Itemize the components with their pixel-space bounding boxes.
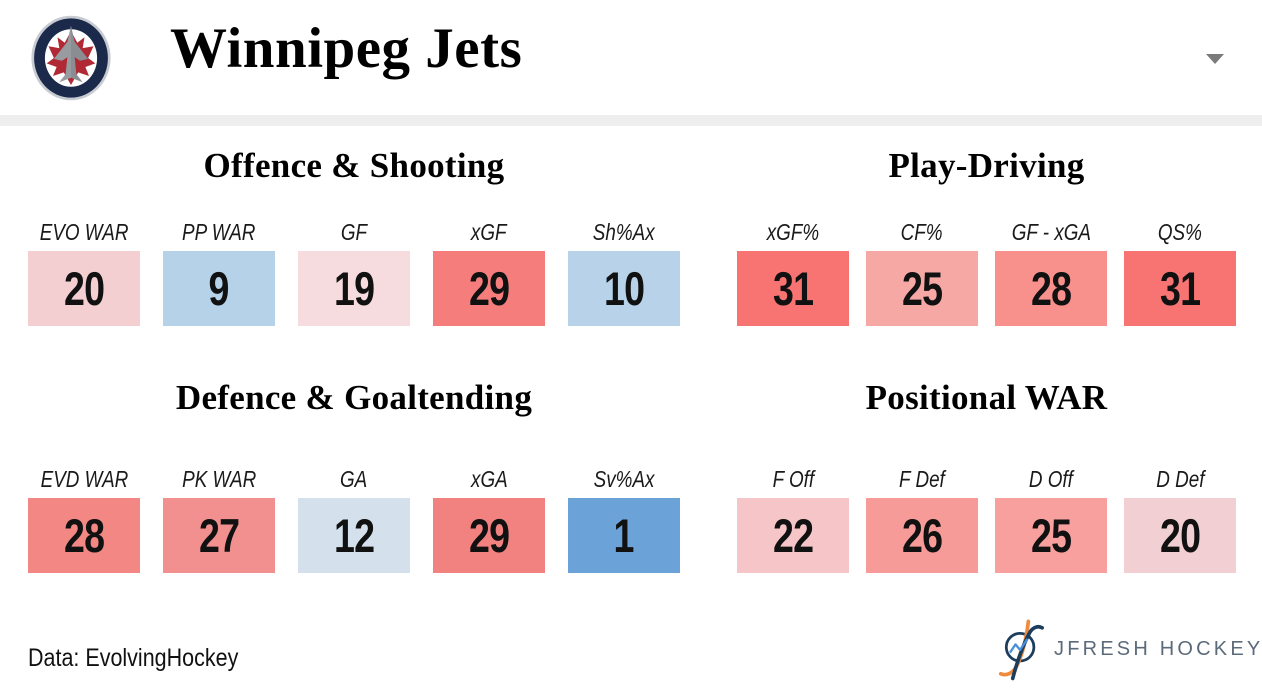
stat-cell-xgf: xGF 29 (433, 218, 545, 326)
jet-shape (53, 25, 89, 83)
stat-label: GF (340, 219, 368, 245)
stat-label: D Def (1155, 466, 1205, 492)
stat-value: 1 (613, 509, 635, 562)
data-source-credit: Data: EvolvingHockey (28, 644, 239, 672)
stats-row: EVO WAR 20 PP WAR 9 GF 19 xGF 29 Sh%Ax (28, 218, 680, 326)
stat-label: EVO WAR (39, 219, 129, 245)
stat-cell-d-def: D Def 20 (1124, 465, 1236, 573)
stat-value-box: 28 (28, 498, 140, 573)
stat-label: GF - xGA (1011, 219, 1091, 245)
stat-value: 20 (63, 262, 105, 315)
jfresh-hockey-icon (998, 619, 1044, 681)
page-title: Winnipeg Jets (170, 17, 523, 80)
section-title: Defence & Goaltending (175, 378, 533, 417)
stat-label: xGF (471, 219, 507, 245)
stat-label: F Off (772, 466, 814, 492)
stat-value: 28 (1030, 262, 1072, 315)
stat-value: 29 (468, 262, 510, 315)
stat-value: 22 (772, 509, 814, 562)
stat-label: CF% (901, 219, 943, 245)
stat-cell-qs-pct: QS% 31 (1124, 218, 1236, 326)
stat-cell-xga: xGA 29 (433, 465, 545, 573)
stat-value-box: 26 (866, 498, 978, 573)
stats-row: EVD WAR 28 PK WAR 27 GA 12 xGA 29 Sv%Ax (28, 465, 680, 573)
stat-cell-ga: GA 12 (298, 465, 410, 573)
stats-row: xGF% 31 CF% 25 GF - xGA 28 QS% 31 (737, 218, 1236, 326)
stat-value-box: 29 (433, 498, 545, 573)
stat-value: 31 (1159, 262, 1201, 315)
header: Winnipeg Jets (0, 0, 1262, 115)
chevron-down-icon[interactable] (1206, 54, 1224, 64)
section-offence-shooting: Offence & Shooting EVO WAR 20 PP WAR 9 G… (28, 140, 680, 326)
stat-value: 28 (63, 509, 105, 562)
stat-label: xGA (470, 466, 508, 492)
stat-value: 25 (1030, 509, 1072, 562)
stat-value: 25 (901, 262, 943, 315)
stat-cell-evd-war: EVD WAR 28 (28, 465, 140, 573)
stat-value-box: 31 (1124, 251, 1236, 326)
stat-cell-pp-war: PP WAR 9 (163, 218, 275, 326)
section-title: Play-Driving (888, 146, 1085, 185)
stat-value: 12 (333, 509, 375, 562)
stat-label: QS% (1157, 219, 1203, 245)
stat-value-box: 12 (298, 498, 410, 573)
stat-value: 29 (468, 509, 510, 562)
stat-label: F Def (899, 466, 945, 492)
stat-value-box: 29 (433, 251, 545, 326)
stat-value-box: 1 (568, 498, 680, 573)
stat-value-box: 22 (737, 498, 849, 573)
stat-label: PK WAR (181, 466, 257, 492)
section-play-driving: Play-Driving xGF% 31 CF% 25 GF - xGA 28 … (737, 140, 1236, 326)
stat-cell-evo-war: EVO WAR 20 (28, 218, 140, 326)
brand-logo: JFRESH HOCKEY (998, 612, 1260, 686)
stat-value: 31 (772, 262, 814, 315)
stat-cell-pk-war: PK WAR 27 (163, 465, 275, 573)
section-title: Offence & Shooting (203, 146, 505, 185)
section-positional-war: Positional WAR F Off 22 F Def 26 D Off 2… (737, 372, 1236, 573)
stat-value: 20 (1159, 509, 1201, 562)
section-defence-goaltending: Defence & Goaltending EVD WAR 28 PK WAR … (28, 372, 680, 573)
header-divider (0, 115, 1262, 126)
stat-value-box: 20 (1124, 498, 1236, 573)
stat-value: 19 (333, 262, 375, 315)
stat-value-box: 25 (866, 251, 978, 326)
stats-row: F Off 22 F Def 26 D Off 25 D Def 20 (737, 465, 1236, 573)
winnipeg-jets-logo-icon (31, 15, 111, 101)
stat-value-box: 27 (163, 498, 275, 573)
stat-cell-xgf-pct: xGF% 31 (737, 218, 849, 326)
stat-cell-shpct-ax: Sh%Ax 10 (568, 218, 680, 326)
stat-value: 9 (208, 262, 230, 315)
stat-label: D Off (1028, 466, 1073, 492)
stat-value-box: 31 (737, 251, 849, 326)
stat-value-box: 25 (995, 498, 1107, 573)
stat-value-box: 10 (568, 251, 680, 326)
stat-cell-f-off: F Off 22 (737, 465, 849, 573)
stat-cell-svpct-ax: Sv%Ax 1 (568, 465, 680, 573)
stat-label: PP WAR (182, 219, 256, 245)
stat-label: xGF% (766, 219, 820, 245)
stat-label: EVD WAR (40, 466, 128, 492)
stat-value-box: 20 (28, 251, 140, 326)
stat-label: Sh%Ax (593, 219, 655, 245)
stat-cell-f-def: F Def 26 (866, 465, 978, 573)
stat-value: 10 (603, 262, 645, 315)
stat-label: Sv%Ax (593, 466, 655, 492)
brand-name: JFRESH HOCKEY (1054, 637, 1262, 660)
stat-cell-gf-minus-xga: GF - xGA 28 (995, 218, 1107, 326)
stat-value-box: 9 (163, 251, 275, 326)
stat-value-box: 19 (298, 251, 410, 326)
stat-label: GA (340, 466, 368, 492)
stat-cell-gf: GF 19 (298, 218, 410, 326)
stat-cell-cf-pct: CF% 25 (866, 218, 978, 326)
section-title: Positional WAR (865, 378, 1108, 417)
stat-cell-d-off: D Off 25 (995, 465, 1107, 573)
stat-value: 26 (901, 509, 943, 562)
stat-value-box: 28 (995, 251, 1107, 326)
stat-value: 27 (198, 509, 240, 562)
